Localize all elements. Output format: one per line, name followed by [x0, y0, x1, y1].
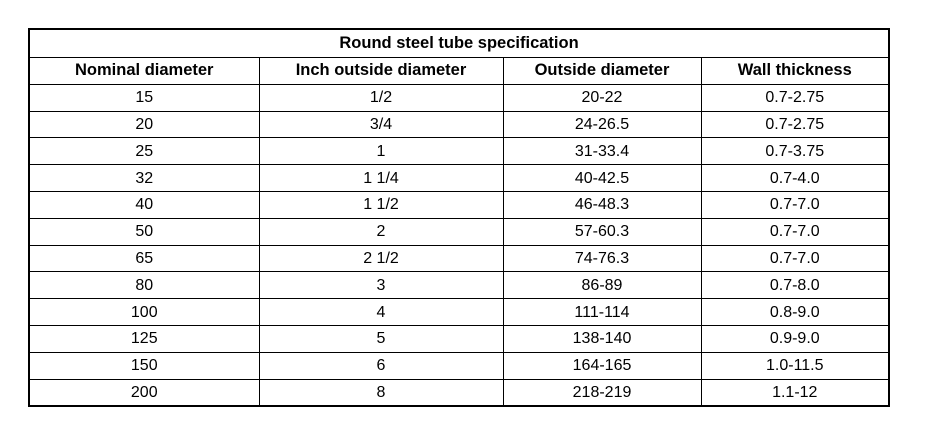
data-cell: 20-22	[502, 83, 702, 112]
data-cell: 40	[28, 190, 260, 219]
data-row: 125 5 138-140 0.9-9.0	[28, 324, 890, 353]
data-cell: 40-42.5	[502, 164, 702, 192]
data-cell: 50	[28, 217, 260, 246]
data-row: 50 2 57-60.3 0.7-7.0	[28, 217, 890, 246]
data-cell: 6	[258, 351, 504, 380]
data-cell: 74-76.3	[502, 244, 702, 273]
data-cell: 32	[28, 164, 260, 192]
data-cell: 100	[28, 298, 260, 326]
data-cell: 24-26.5	[502, 110, 702, 139]
data-cell: 2	[258, 217, 504, 246]
data-row: 20 3/4 24-26.5 0.7-2.75	[28, 110, 890, 139]
data-cell: 20	[28, 110, 260, 139]
data-cell: 0.7-7.0	[700, 217, 890, 246]
data-cell: 25	[28, 137, 260, 166]
data-cell: 57-60.3	[502, 217, 702, 246]
data-cell: 218-219	[502, 378, 702, 407]
data-row: 15 1/2 20-22 0.7-2.75	[28, 83, 890, 112]
title-row: Round steel tube specification	[28, 28, 890, 58]
data-cell: 15	[28, 83, 260, 112]
data-row: 100 4 111-114 0.8-9.0	[28, 298, 890, 326]
data-cell: 0.7-7.0	[700, 244, 890, 273]
data-cell: 0.9-9.0	[700, 324, 890, 353]
data-cell: 80	[28, 271, 260, 300]
data-cell: 1.1-12	[700, 378, 890, 407]
data-cell: 1 1/2	[258, 190, 504, 219]
data-cell: 0.7-3.75	[700, 137, 890, 166]
header-cell: Inch outside diameter	[258, 57, 504, 85]
data-row: 32 1 1/4 40-42.5 0.7-4.0	[28, 164, 890, 192]
data-row: 200 8 218-219 1.1-12	[28, 378, 890, 407]
data-cell: 65	[28, 244, 260, 273]
data-cell: 0.7-2.75	[700, 83, 890, 112]
data-cell: 1/2	[258, 83, 504, 112]
data-cell: 150	[28, 351, 260, 380]
data-cell: 0.7-7.0	[700, 190, 890, 219]
spec-table: Round steel tube specification Nominal di…	[28, 28, 891, 408]
header-row: Nominal diameter Inch outside diameter Out…	[28, 57, 890, 85]
table-title: Round steel tube specification	[28, 28, 890, 58]
data-cell: 200	[28, 378, 260, 407]
data-row: 25 1 31-33.4 0.7-3.75	[28, 137, 890, 166]
data-cell: 5	[258, 324, 504, 353]
data-cell: 125	[28, 324, 260, 353]
data-cell: 0.7-4.0	[700, 164, 890, 192]
data-cell: 0.8-9.0	[700, 298, 890, 326]
data-cell: 2 1/2	[258, 244, 504, 273]
data-row: 65 2 1/2 74-76.3 0.7-7.0	[28, 244, 890, 273]
data-row: 150 6 164-165 1.0-11.5	[28, 351, 890, 380]
table-container: Round steel tube specification Nominal di…	[28, 28, 891, 408]
data-cell: 164-165	[502, 351, 702, 380]
data-row: 40 1 1/2 46-48.3 0.7-7.0	[28, 190, 890, 219]
data-row: 80 3 86-89 0.7-8.0	[28, 271, 890, 300]
data-cell: 46-48.3	[502, 190, 702, 219]
data-cell: 1.0-11.5	[700, 351, 890, 380]
data-cell: 1 1/4	[258, 164, 504, 192]
data-cell: 3/4	[258, 110, 504, 139]
data-cell: 138-140	[502, 324, 702, 353]
data-cell: 3	[258, 271, 504, 300]
data-cell: 4	[258, 298, 504, 326]
data-cell: 0.7-2.75	[700, 110, 890, 139]
data-cell: 8	[258, 378, 504, 407]
data-cell: 0.7-8.0	[700, 271, 890, 300]
header-cell: Wall thickness	[700, 57, 890, 85]
data-cell: 111-114	[502, 298, 702, 326]
data-cell: 31-33.4	[502, 137, 702, 166]
header-cell: Nominal diameter	[28, 57, 260, 85]
header-cell: Outside diameter	[502, 57, 702, 85]
data-cell: 86-89	[502, 271, 702, 300]
data-cell: 1	[258, 137, 504, 166]
